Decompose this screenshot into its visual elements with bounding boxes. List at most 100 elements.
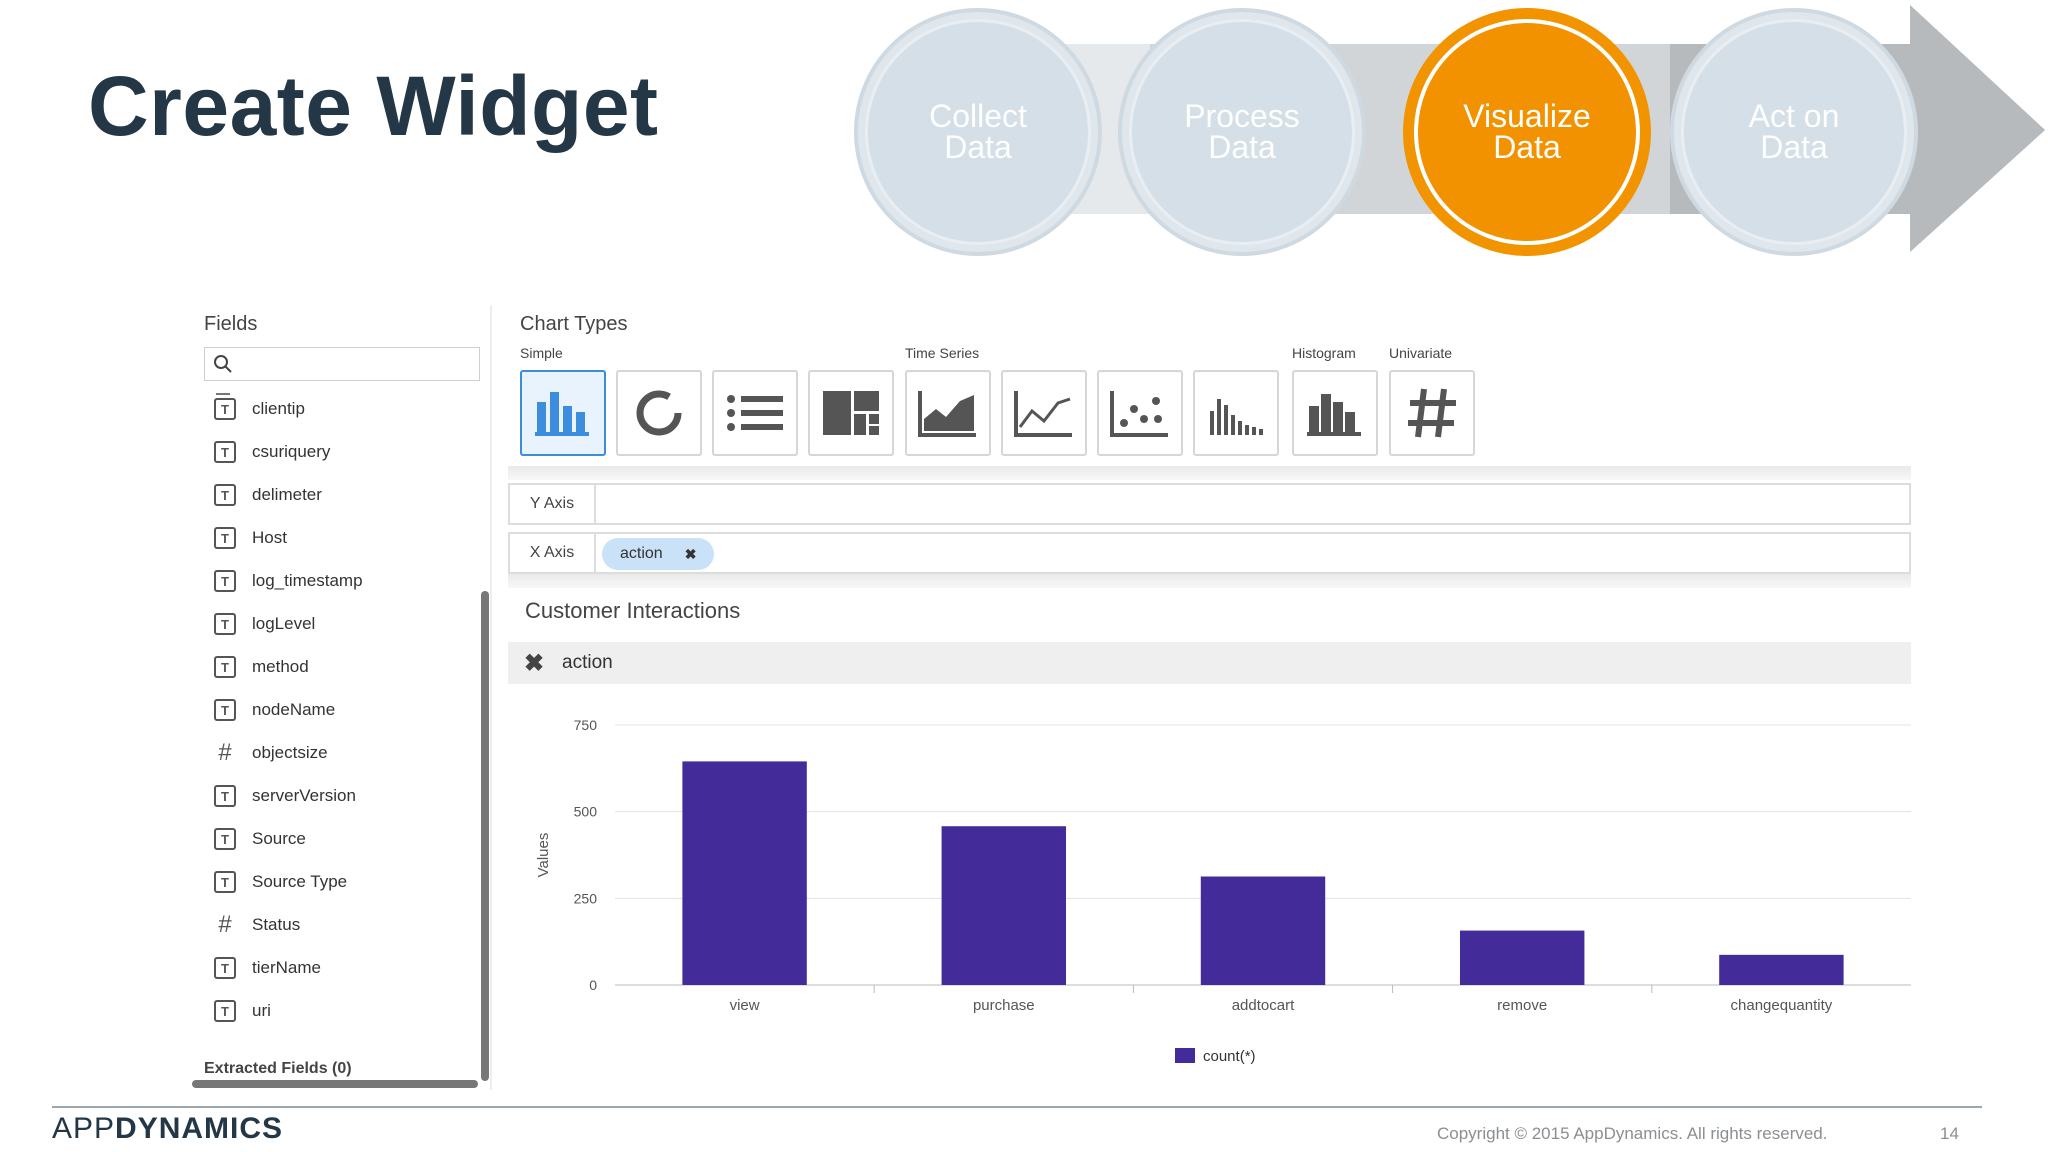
- field-label: nodeName: [252, 700, 336, 719]
- search-icon: [214, 355, 232, 373]
- group-label-univariate: Univariate: [1389, 345, 1453, 361]
- chart-type-list[interactable]: [712, 370, 798, 456]
- extracted-fields-label[interactable]: Extracted Fields (0): [204, 1060, 352, 1077]
- footer-divider: [52, 1106, 1982, 1108]
- field-label: csuriquery: [252, 442, 331, 461]
- chart-type-area[interactable]: [905, 370, 991, 456]
- chart-type-scatter[interactable]: [1097, 370, 1183, 456]
- list-chart-icon: [727, 395, 783, 431]
- remove-pill-icon[interactable]: ✖: [684, 545, 697, 562]
- y-axis-label: Y Axis: [510, 485, 596, 523]
- treemap-chart-icon: [823, 391, 879, 435]
- page-number: 14: [1940, 1124, 1959, 1143]
- field-label: uri: [252, 1001, 271, 1020]
- text-type-icon: T: [214, 699, 236, 721]
- x-axis-label: X Axis: [510, 534, 596, 572]
- group-by-bar: ✖ action: [508, 642, 1911, 684]
- y-axis-dropzone[interactable]: Y Axis: [508, 483, 1911, 525]
- number-type-icon: #: [218, 739, 232, 766]
- text-type-icon: T: [214, 828, 236, 850]
- group-label-simple: Simple: [520, 345, 563, 361]
- donut-chart-icon: [636, 390, 682, 436]
- chart-type-histogram[interactable]: [1292, 370, 1378, 456]
- field-label: tierName: [252, 958, 321, 977]
- number-type-icon: #: [218, 911, 232, 938]
- legend-swatch: [1175, 1048, 1195, 1063]
- text-type-icon: T: [214, 613, 236, 635]
- remove-group-icon[interactable]: ✖: [524, 650, 545, 677]
- text-type-icon: T: [214, 957, 236, 979]
- field-item[interactable]: T Source Type: [214, 862, 347, 902]
- field-search-input[interactable]: [204, 347, 480, 381]
- chart-type-bar-timeseries[interactable]: [1193, 370, 1279, 456]
- field-label: delimeter: [252, 485, 322, 504]
- copyright-text: Copyright © 2015 AppDynamics. All rights…: [1437, 1124, 1828, 1143]
- divider-shadow: [508, 466, 1911, 480]
- group-label-histogram: Histogram: [1292, 345, 1356, 361]
- step-label: Collect Data: [865, 19, 1091, 245]
- text-type-icon: T: [214, 441, 236, 463]
- bar-addtocart: [1200, 876, 1326, 985]
- field-label: Host: [252, 528, 287, 547]
- x-axis-dropzone[interactable]: X Axis action ✖: [508, 532, 1911, 574]
- y-tick-label: 750: [574, 717, 598, 733]
- field-item[interactable]: # Status: [214, 905, 300, 945]
- slide-title: Create Widget: [88, 59, 659, 153]
- histogram-icon: [1307, 394, 1361, 436]
- text-type-icon: T: [214, 527, 236, 549]
- step-label: Process Data: [1129, 19, 1355, 245]
- chart-types-title: Chart Types: [520, 313, 628, 335]
- widget-title[interactable]: Customer Interactions: [525, 598, 741, 623]
- field-label: objectsize: [252, 743, 328, 762]
- x-axis-field-pill[interactable]: action ✖: [602, 538, 715, 570]
- text-type-icon: T: [214, 871, 236, 893]
- line-chart-icon: [1014, 391, 1072, 437]
- text-type-icon: T: [214, 398, 236, 420]
- text-type-icon: T: [214, 484, 236, 506]
- brand-suffix: DYNAMICS: [115, 1112, 284, 1145]
- bar-changequantity: [1719, 954, 1844, 985]
- y-tick-label: 250: [574, 890, 598, 906]
- text-type-icon: T: [214, 785, 236, 807]
- chart-type-treemap[interactable]: [808, 370, 894, 456]
- chart-type-univariate[interactable]: [1389, 370, 1475, 456]
- step-act-on-data: Act on Data: [1670, 8, 1918, 256]
- field-item[interactable]: T Source: [214, 819, 306, 859]
- field-label: clientip: [252, 399, 305, 418]
- x-tick-label: purchase: [973, 997, 1035, 1014]
- bar-view: [682, 761, 807, 985]
- chart-type-donut[interactable]: [616, 370, 702, 456]
- text-type-icon: T: [214, 570, 236, 592]
- area-chart-icon: [918, 391, 976, 437]
- field-list-top-fade: [216, 392, 230, 395]
- x-tick-label: view: [730, 997, 760, 1014]
- field-list-scrollbar[interactable]: [481, 591, 489, 1081]
- chart-type-line[interactable]: [1001, 370, 1087, 456]
- step-process-data: Process Data: [1118, 8, 1366, 256]
- x-tick-label: addtocart: [1232, 997, 1295, 1014]
- chart-type-column[interactable]: [520, 370, 606, 456]
- univariate-hash-icon: [1408, 388, 1456, 438]
- column-chart-icon: [535, 392, 589, 436]
- x-tick-label: changequantity: [1731, 997, 1833, 1014]
- field-label: Source: [252, 829, 306, 848]
- y-tick-label: 0: [589, 977, 597, 993]
- field-item[interactable]: T Host: [214, 518, 287, 558]
- horizontal-scrollbar[interactable]: [192, 1080, 478, 1088]
- bar-purchase: [941, 826, 1067, 985]
- bar-chart: 0 250 500 750 Values view purchase addtocart rem…: [535, 717, 1911, 1065]
- field-item[interactable]: # objectsize: [214, 733, 328, 773]
- y-tick-label: 500: [574, 804, 598, 820]
- process-flow: Collect Data Process Data Visualize Data…: [850, 0, 2048, 260]
